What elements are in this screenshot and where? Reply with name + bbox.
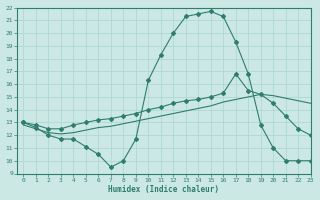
X-axis label: Humidex (Indice chaleur): Humidex (Indice chaleur) [108,185,220,194]
